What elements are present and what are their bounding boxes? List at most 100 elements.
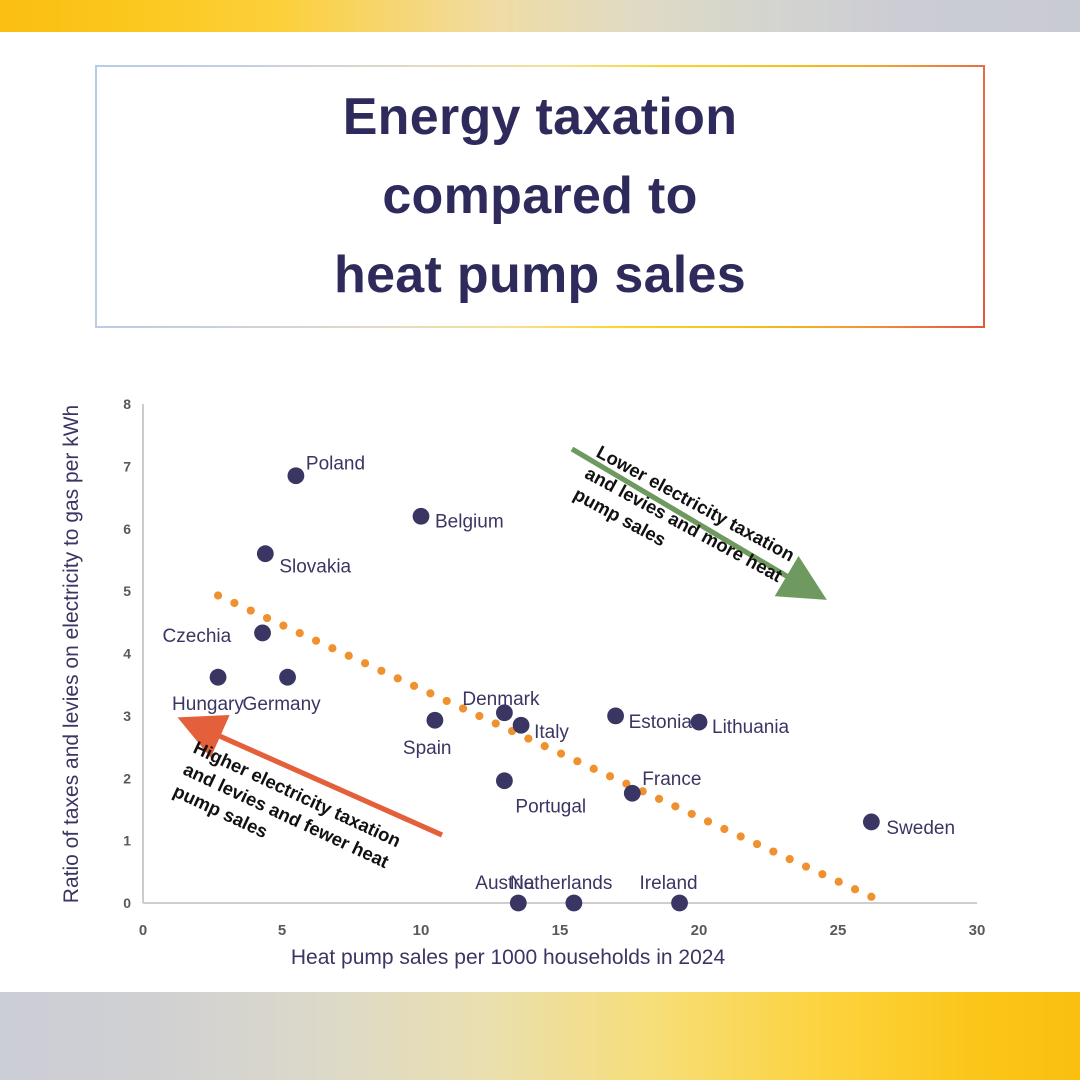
point-label: Lithuania: [712, 717, 790, 738]
point-marker[interactable]: [496, 772, 513, 790]
title-card: Energy taxation compared to heat pump sa…: [95, 65, 985, 328]
trendline-dot: [524, 734, 533, 743]
data-point-portugal[interactable]: Portugal: [496, 772, 586, 818]
data-point-sweden[interactable]: Sweden: [862, 813, 955, 839]
trendline-dot: [834, 877, 843, 886]
y-axis-ticks: 0 1 2 3 4 5 6 7 8: [123, 396, 131, 911]
lower-taxation-arrow: [570, 446, 827, 600]
trendline-dot: [867, 892, 876, 901]
point-marker[interactable]: [509, 894, 527, 912]
point-marker[interactable]: [426, 711, 444, 729]
trendline-dot: [752, 839, 762, 849]
data-point-austria[interactable]: Austria: [475, 873, 535, 912]
trendline-dot: [654, 794, 664, 803]
point-label: Czechia: [163, 626, 232, 647]
trendline-dot: [769, 847, 778, 856]
point-label: Hungary: [172, 694, 244, 715]
point-label: Poland: [306, 454, 365, 475]
x-tick-15: 15: [552, 922, 569, 939]
higher-taxation-annotation: Higher electricity taxation and levies a…: [170, 714, 444, 872]
data-point-france[interactable]: France: [623, 769, 702, 802]
point-label: Spain: [403, 738, 452, 759]
data-point-denmark[interactable]: Denmark: [462, 689, 540, 722]
x-axis-ticks: 0 5 10 15 20 25 30: [139, 922, 986, 939]
trendline-dot: [311, 636, 321, 645]
data-point-netherlands[interactable]: Netherlands: [510, 873, 612, 912]
page-title-line-3: heat pump sales: [334, 246, 746, 305]
trendline-dot: [687, 809, 696, 819]
point-marker[interactable]: [623, 784, 641, 802]
y-tick-4: 4: [123, 646, 131, 662]
x-tick-5: 5: [278, 922, 286, 939]
data-point-belgium[interactable]: Belgium: [412, 507, 504, 532]
y-tick-7: 7: [123, 458, 131, 474]
trendline-dot: [426, 689, 435, 698]
point-marker[interactable]: [287, 467, 305, 485]
trendline: [213, 591, 876, 901]
x-tick-25: 25: [830, 922, 847, 939]
data-point-poland[interactable]: Poland: [287, 454, 366, 485]
data-point-czechia[interactable]: Czechia: [163, 624, 271, 647]
trendline-dot: [213, 591, 223, 600]
trendline-dot: [475, 711, 484, 721]
x-axis-title: Heat pump sales per 1000 households in 2…: [291, 946, 726, 969]
point-marker[interactable]: [209, 668, 227, 686]
trendline-dot: [409, 681, 419, 690]
trendline-dot: [491, 719, 500, 728]
trendline-dot: [377, 666, 386, 675]
point-label: Slovakia: [279, 557, 351, 578]
point-marker[interactable]: [607, 707, 624, 725]
trendline-dot: [785, 855, 794, 864]
x-tick-10: 10: [413, 922, 430, 939]
point-marker[interactable]: [690, 713, 708, 731]
point-marker[interactable]: [565, 894, 583, 912]
trendline-dot: [246, 606, 255, 615]
bottom-banner: [0, 992, 1080, 1080]
data-point-spain[interactable]: Spain: [403, 711, 452, 759]
data-point-lithuania[interactable]: Lithuania: [690, 713, 790, 738]
trendline-dot: [818, 870, 827, 879]
point-label: Portugal: [515, 797, 586, 818]
point-marker[interactable]: [279, 668, 296, 686]
point-marker[interactable]: [496, 704, 513, 722]
trendline-dot: [605, 772, 615, 781]
point-label: Germany: [243, 694, 322, 715]
y-axis-title: Ratio of taxes and levies on electricity…: [60, 405, 83, 903]
point-label: Ireland: [640, 873, 698, 894]
trendline-dot: [458, 704, 468, 713]
point-marker[interactable]: [412, 507, 430, 525]
y-tick-3: 3: [123, 708, 131, 724]
title-card-inner: Energy taxation compared to heat pump sa…: [97, 67, 983, 326]
point-marker[interactable]: [256, 545, 274, 563]
top-banner: [0, 0, 1080, 32]
trendline-dot: [556, 749, 566, 758]
data-point-ireland[interactable]: Ireland: [640, 873, 698, 912]
data-point-germany[interactable]: Germany: [243, 668, 322, 715]
chart-axes: [142, 404, 977, 904]
point-marker[interactable]: [671, 894, 688, 912]
point-label: Belgium: [435, 511, 504, 532]
y-tick-8: 8: [123, 396, 131, 412]
trendline-dot: [279, 621, 288, 630]
point-marker[interactable]: [512, 716, 530, 734]
trendline-dot: [295, 629, 304, 638]
page-title-line-2: compared to: [382, 166, 698, 225]
trendline-dot: [230, 598, 239, 608]
y-tick-2: 2: [123, 770, 131, 786]
point-marker[interactable]: [862, 813, 880, 831]
trendline-dot: [720, 824, 729, 834]
trendline-dot: [801, 862, 811, 871]
data-point-estonia[interactable]: Estonia: [607, 707, 692, 733]
point-label: Austria: [475, 873, 535, 894]
data-point-slovakia[interactable]: Slovakia: [256, 545, 352, 578]
point-label: Italy: [534, 722, 569, 743]
point-label: France: [642, 769, 701, 790]
trendline-dot: [328, 644, 337, 653]
point-label: Sweden: [886, 818, 955, 839]
point-marker[interactable]: [254, 624, 271, 642]
data-point-hungary[interactable]: Hungary: [172, 668, 244, 715]
x-tick-30: 30: [969, 922, 986, 939]
x-tick-0: 0: [139, 922, 147, 939]
data-point-italy[interactable]: Italy: [512, 716, 570, 743]
